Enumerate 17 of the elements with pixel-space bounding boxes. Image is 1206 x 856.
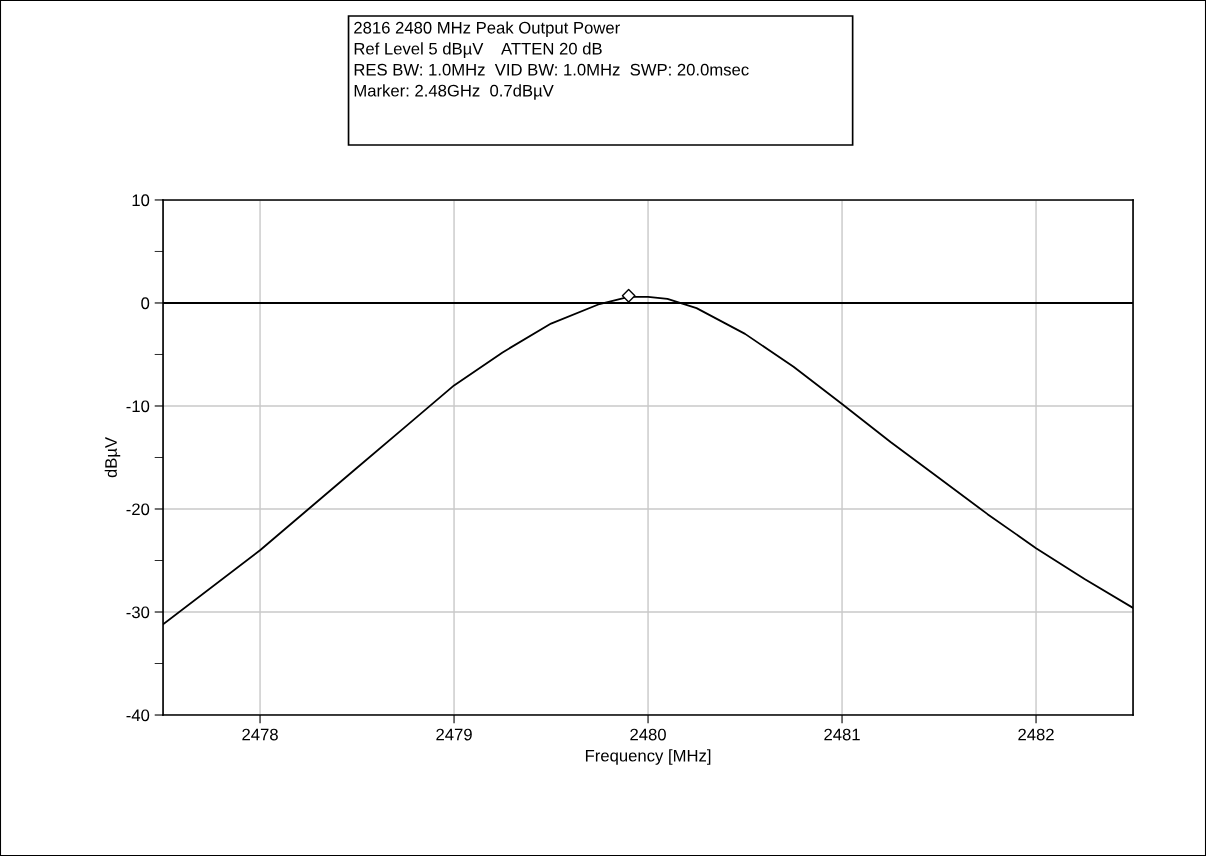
y-tick-label: -20	[126, 503, 150, 516]
y-tick-label: 10	[132, 194, 150, 207]
y-tick-label: 0	[141, 297, 150, 310]
text: RES BW: 1.0MHz VID BW: 1.0MHz SWP: 20.0msec	[354, 63, 749, 76]
y-tick-label: -40	[126, 709, 150, 722]
text: Ref Level 5 dBµV ATTEN 20 dB	[354, 42, 602, 58]
y-axis-title: dBµV	[104, 437, 121, 478]
x-tick-label: 2480	[630, 728, 666, 741]
x-tick-label: 2482	[1018, 728, 1054, 741]
x-axis-title: Frequency [MHz]	[585, 749, 711, 765]
text: Marker: 2.48GHz 0.7dBµV	[354, 84, 554, 100]
x-tick-label: 2479	[436, 728, 472, 741]
chart-title: 2816 2480 MHz Peak Output Power	[354, 21, 620, 37]
y-tick-label: -30	[126, 606, 150, 619]
x-tick-label: 2481	[824, 728, 860, 741]
y-tick-label: -10	[126, 400, 150, 413]
x-tick-label: 2478	[242, 728, 278, 741]
